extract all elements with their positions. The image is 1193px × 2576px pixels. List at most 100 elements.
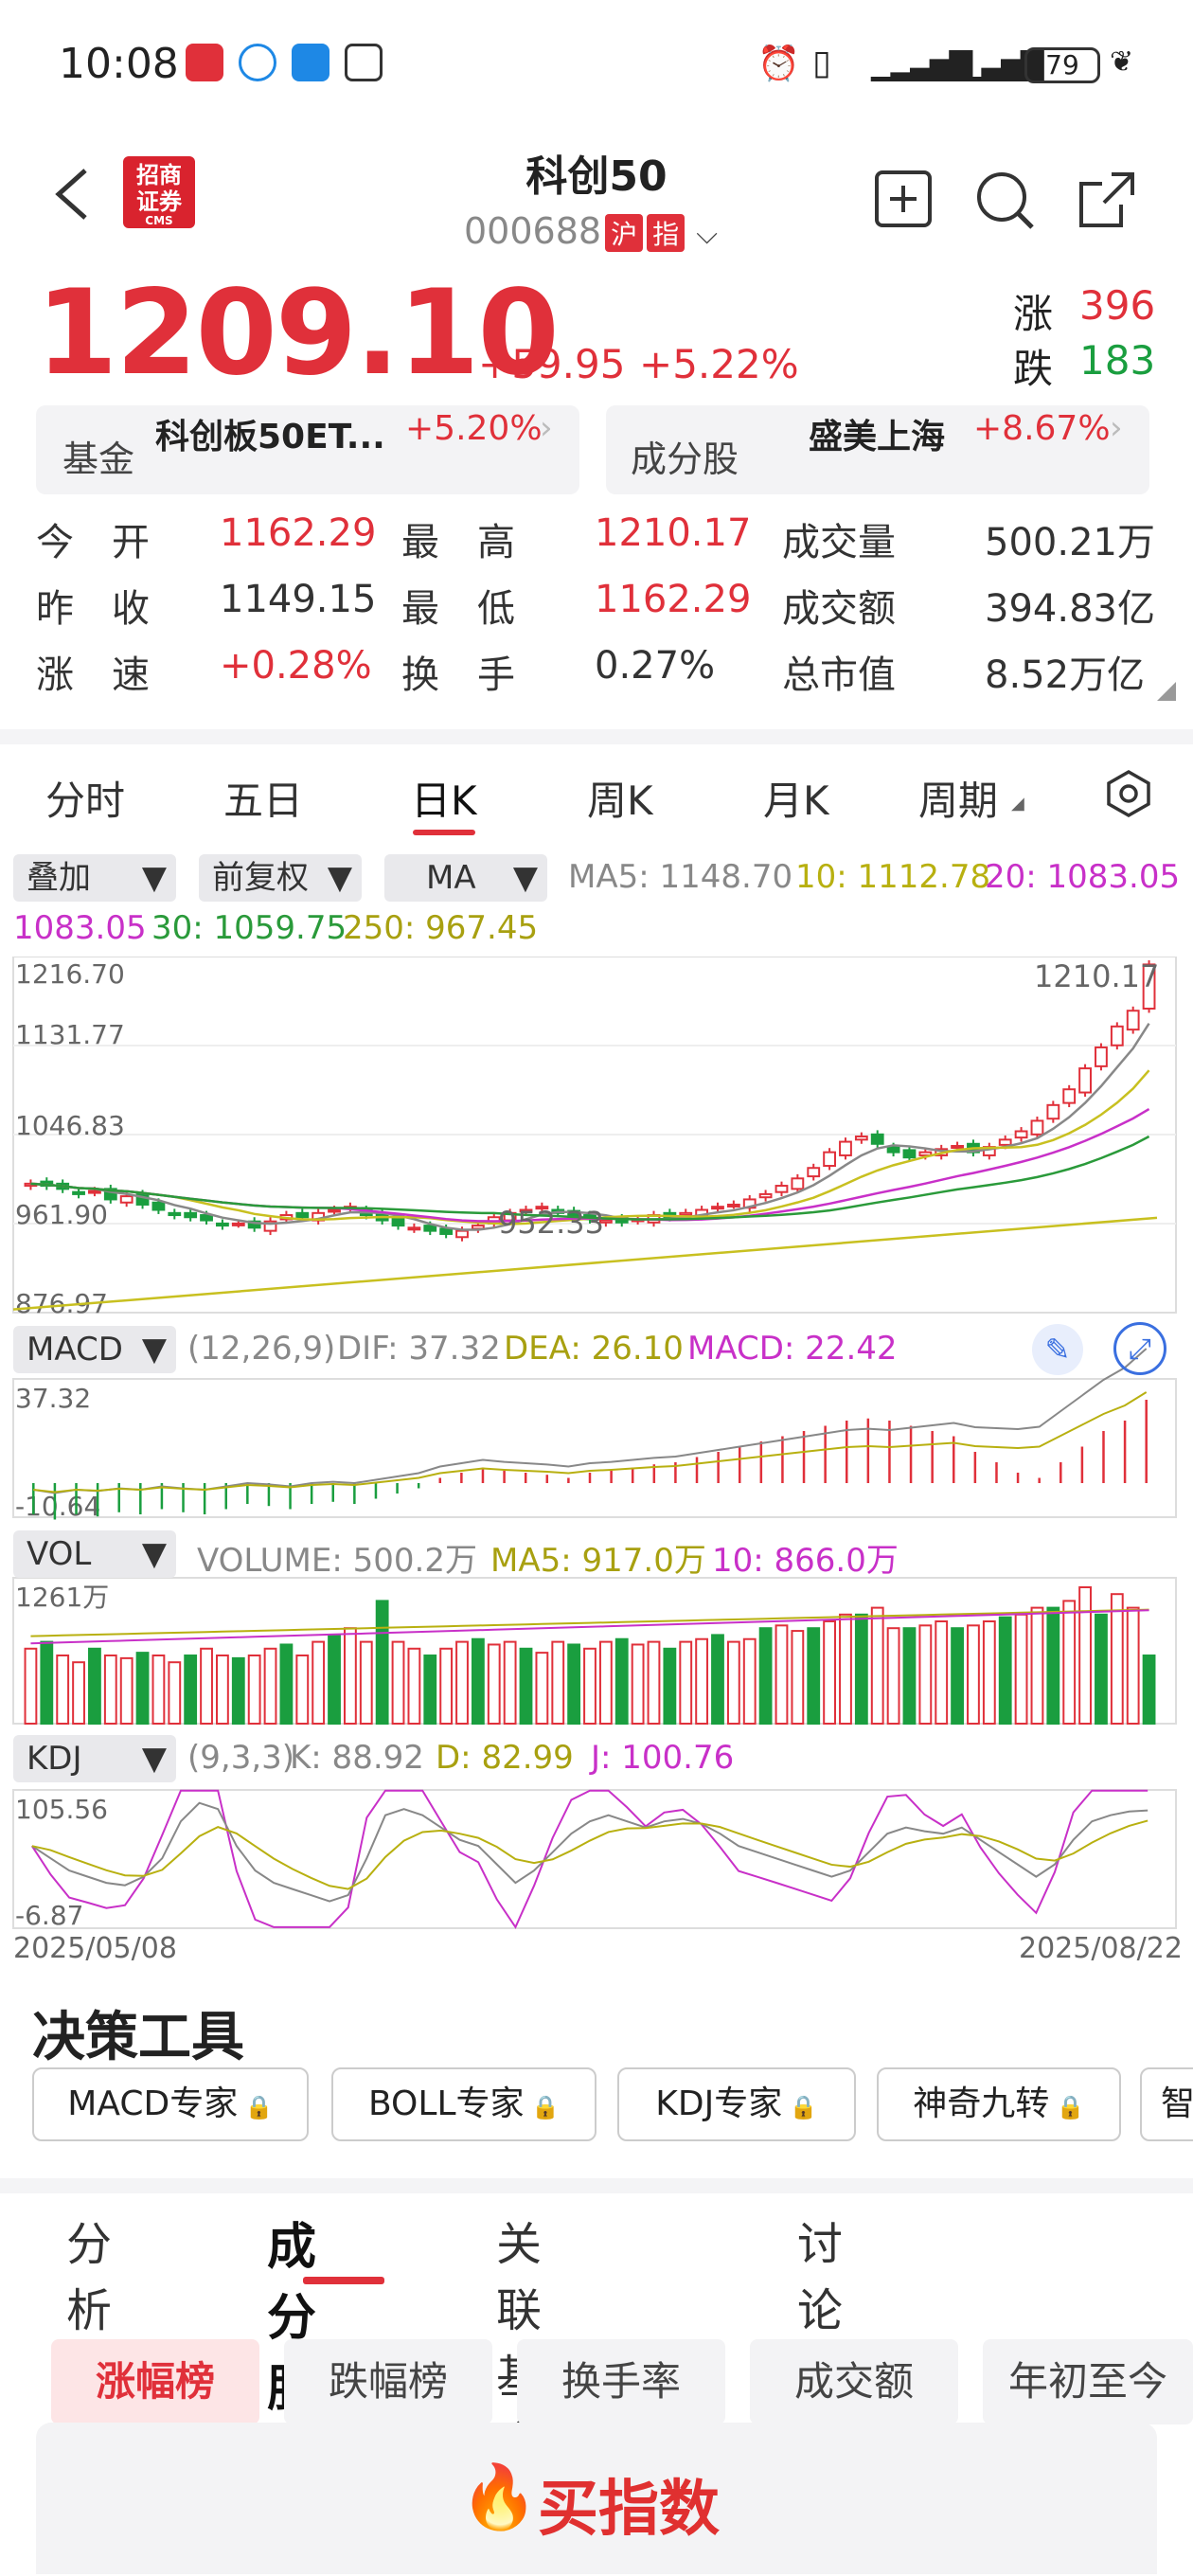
period-tab-1[interactable]: 五日 [223,778,304,824]
fullscreen-button[interactable]: ⤢ [1113,1322,1166,1375]
stat-value: 8.52万亿 [985,653,1146,697]
overlay-dropdown[interactable]: 叠加 ▼ [13,854,176,902]
candle [455,1229,469,1239]
volume-bar [391,1640,405,1725]
vol-ma10: 10: 866.0万 [712,1542,899,1580]
stat-label: 今 开 [36,521,150,564]
vol-dropdown[interactable]: VOL ▼ [13,1530,176,1578]
selected-bottom-tab-indicator [303,2277,384,2284]
rank-tab-0[interactable]: 涨幅榜 [51,2339,259,2424]
tool-button-0[interactable]: MACD专家 🔒 [32,2067,309,2141]
volume-value: VOLUME: 500.2万 [197,1542,477,1580]
candle [168,1211,182,1217]
edit-indicator-button[interactable]: ✎ [1032,1324,1083,1375]
tool-label: KDJ专家 [655,2084,783,2123]
indicator-dropdown[interactable]: MA ▼ [384,854,547,902]
volume-bar [967,1624,980,1726]
volume-bar [839,1613,852,1725]
ma250-line [12,1216,1158,1311]
volume-bar [711,1634,724,1726]
candle [391,1217,405,1227]
up-label: 涨 [1013,291,1054,337]
rank-tab-1[interactable]: 跌幅榜 [284,2339,492,2424]
share-button[interactable] [1074,167,1140,233]
ma250-legend: 250: 967.45 [343,909,539,947]
tool-label: 神奇九转 [913,2084,1050,2123]
period-tab-4[interactable]: 月K [763,778,829,824]
fund-card[interactable]: 基金 科创板50ET... +5.20% › [36,405,579,494]
volume-bar [951,1627,964,1726]
chevron-right-icon: › [540,409,553,447]
chat-icon [239,44,276,81]
battery-icon: 79 [1024,47,1100,83]
component-card[interactable]: 成分股 盛美上海 +8.67% › [606,405,1149,494]
stock-chart[interactable]: 1216.701131.771046.83961.90876.971210.17… [0,957,1193,1979]
candle [1046,1103,1060,1120]
ma20-value: 1083.05 [13,909,147,947]
volume-bar [647,1640,661,1725]
stat-label: 涨 速 [36,653,150,697]
rank-tab-2[interactable]: 换手率 [517,2339,725,2424]
volume-bar [598,1640,613,1725]
index-code: 000688 [464,210,602,252]
adjust-label: 前复权 [212,859,309,897]
kdj-k-line [31,1801,1148,1903]
bottom-tab-3[interactable]: 讨论 [797,2218,844,2337]
candle [854,1136,868,1141]
index-code-selector[interactable]: 000688 沪指 ⌵ [464,210,718,252]
y-tick-label: 1216.70 [15,958,125,990]
volume-bar [982,1620,996,1725]
volume-bar [247,1655,261,1725]
buy-index-label: 买指数 [538,2475,720,2545]
settings-button[interactable] [1104,769,1153,822]
candle [439,1227,454,1235]
volume-bar [1078,1586,1092,1725]
candle [918,1151,933,1156]
period-tab-3[interactable]: 周K [587,778,653,824]
leaf-icon: ❦ [1110,45,1134,79]
back-button[interactable] [47,161,104,227]
browser-icon [292,44,329,81]
rank-tab-3[interactable]: 成交额 [750,2339,958,2424]
logo-line2: 证券 [136,188,182,215]
fund-name: 科创板50ET... [155,418,385,456]
adjust-dropdown[interactable]: 前复权 ▼ [199,854,362,902]
volume-bar [263,1647,277,1725]
add-watchlist-button[interactable] [871,167,937,233]
expand-corner-icon[interactable] [1157,682,1176,701]
candle [679,1211,693,1217]
vol-ma5-line [30,1608,1149,1637]
kdj-dropdown[interactable]: KDJ ▼ [13,1735,176,1782]
buy-index-button[interactable]: 🔥 买指数 [36,2423,1157,2574]
volume-bar [168,1661,182,1726]
period-tab-0[interactable]: 分时 [45,778,126,824]
component-label: 成分股 [631,438,739,480]
triangle-down-icon: ▼ [141,1535,167,1573]
candle [870,1133,884,1145]
divider [0,2178,1193,2193]
candle [328,1208,341,1213]
rank-tab-4[interactable]: 年初至今 [983,2339,1193,2424]
volume-bar [439,1647,454,1725]
volume-bar [1142,1655,1156,1725]
tool-button-4[interactable]: 智 [1140,2067,1193,2141]
volume-bar [551,1640,565,1725]
stat-value: 0.27% [595,644,716,688]
tool-button-2[interactable]: KDJ专家 🔒 [617,2067,856,2141]
volume-bar [614,1637,629,1725]
bottom-tab-0[interactable]: 分析 [66,2218,113,2337]
tool-button-1[interactable]: BOLL专家 🔒 [331,2067,596,2141]
kdj-j: J: 100.76 [591,1739,735,1777]
macd-dropdown[interactable]: MACD ▼ [13,1326,176,1373]
period-tab-5[interactable]: 周期 [918,778,999,824]
volume-bar [998,1616,1012,1725]
volume-bar [567,1643,581,1725]
candle [775,1185,789,1193]
search-button[interactable] [971,167,1038,233]
period-tab-2[interactable]: 日K [411,778,477,824]
share-icon [1079,172,1134,227]
market-tag: 沪 [605,214,644,252]
volume-bar [631,1643,645,1725]
tool-button-3[interactable]: 神奇九转 🔒 [877,2067,1121,2141]
candle [295,1211,310,1219]
